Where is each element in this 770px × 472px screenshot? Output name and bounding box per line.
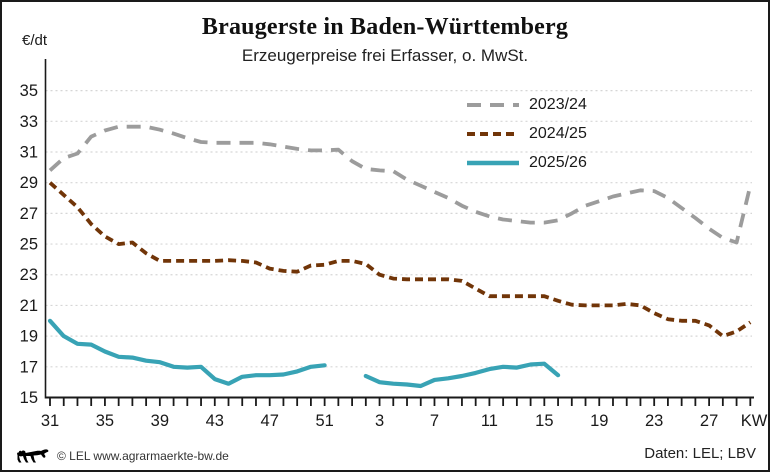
series-line-2025-26: [47, 318, 561, 389]
y-tick-label-25: 25: [20, 236, 38, 254]
bw-lion-logo: [17, 449, 49, 463]
y-axis-unit-label: €/dt: [22, 32, 48, 49]
y-tick-label-21: 21: [20, 297, 38, 315]
footer-source: Daten: LEL; LBV: [644, 445, 756, 462]
x-tick-label-kw-15: 15: [535, 412, 553, 430]
y-tick-label-27: 27: [20, 205, 38, 223]
legend-item-2025-26: 2025/26: [466, 148, 587, 177]
y-tick-label-33: 33: [20, 113, 38, 131]
legend-item-2023-24: 2023/24: [466, 90, 587, 119]
x-tick-label-kw-51: 51: [315, 412, 333, 430]
y-tick-label-35: 35: [20, 82, 38, 100]
x-tick-label-kw-19: 19: [590, 412, 608, 430]
series-line-2023-24: [48, 124, 753, 245]
chart-subtitle: Erzeugerpreise frei Erfasser, o. MwSt.: [241, 46, 529, 65]
x-tick-label-kw-43: 43: [206, 412, 224, 430]
footer-copyright-text: © LEL www.agrarmaerkte-bw.de: [57, 448, 229, 463]
y-tick-label-15: 15: [20, 389, 38, 407]
legend-label: 2023/24: [529, 95, 587, 113]
x-axis-unit-label: KW: [741, 412, 768, 430]
legend-line-swatch: [467, 160, 519, 165]
footer-copyright: © LEL www.agrarmaerkte-bw.de: [16, 447, 229, 464]
y-tick-label-31: 31: [20, 143, 38, 161]
x-tick-label-kw-39: 39: [151, 412, 169, 430]
chart-title: Braugerste in Baden-Württemberg: [201, 14, 569, 40]
x-tick-label-kw-23: 23: [645, 412, 663, 430]
series-line-2024-25: [48, 181, 752, 338]
x-tick-label-kw-7: 7: [430, 412, 439, 430]
y-tick-label-29: 29: [20, 174, 38, 192]
y-tick-label-19: 19: [20, 328, 38, 346]
legend-line-swatch: [467, 131, 519, 136]
legend-item-2024-25: 2024/25: [466, 119, 587, 148]
x-tick-label-kw-47: 47: [261, 412, 279, 430]
x-tick-label-kw-31: 31: [41, 412, 59, 430]
legend-label: 2024/25: [529, 124, 587, 142]
y-tick-label-17: 17: [20, 358, 38, 376]
x-tick-label-kw-3: 3: [375, 412, 384, 430]
x-tick-label-kw-27: 27: [700, 412, 718, 430]
legend-line-swatch: [467, 102, 519, 107]
y-tick-label-23: 23: [20, 266, 38, 284]
chart-legend: 2023/24 2024/25 2025/26: [466, 90, 587, 177]
legend-label: 2025/26: [529, 153, 587, 171]
x-tick-label-kw-35: 35: [96, 412, 114, 430]
x-tick-label-kw-11: 11: [481, 412, 498, 430]
